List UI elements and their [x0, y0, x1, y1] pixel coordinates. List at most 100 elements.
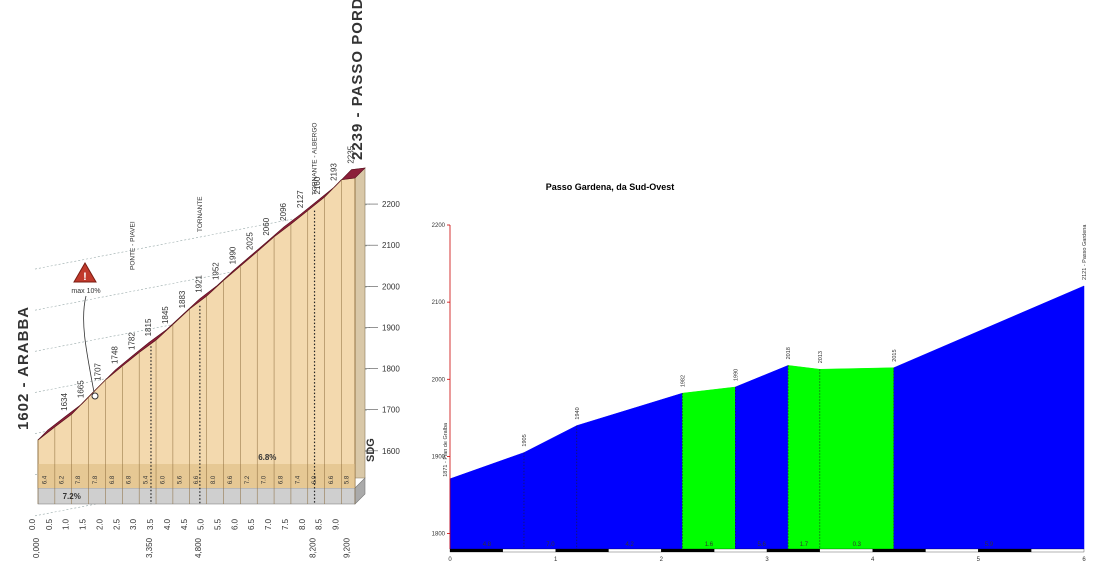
altitude-label: 1748	[110, 346, 119, 364]
km-tick-label: 5.0	[197, 518, 206, 530]
point-altitude-label: 2015	[892, 349, 898, 361]
km-tick-label: 6.5	[247, 518, 256, 530]
segment-gradient-label: 5.4	[144, 475, 150, 484]
max-gradient-marker: ! max 10%	[71, 262, 101, 400]
altitude-label: 1952	[212, 262, 221, 280]
km-tick-label: 1.5	[79, 518, 88, 530]
profile-segment	[819, 367, 895, 550]
altitude-label: 2060	[262, 217, 271, 235]
point-altitude-label: 2013	[818, 351, 824, 363]
x-tick-label: 4	[871, 557, 875, 563]
altitude-label: 1883	[178, 290, 187, 308]
segment-gradient-label: 5.8	[344, 475, 350, 484]
segment-gradient-label: 7.4	[295, 475, 301, 484]
km-tick-label: 3.5	[146, 518, 155, 530]
x-tick-label: 6	[1082, 557, 1086, 563]
km-tick-label: 1.0	[62, 518, 71, 530]
segment-gradient-label: 4.2	[625, 542, 634, 548]
segment-gradient-label: 5.6	[177, 475, 183, 484]
segment-gradient-label: 6.6	[194, 475, 200, 484]
altitude-label: 2193	[330, 163, 339, 181]
segment-gradient-label: 5.6	[758, 542, 767, 548]
segment-gradient-label: 6.6	[329, 475, 335, 484]
x-tick-label: 5	[977, 557, 981, 563]
segment-gradient-label: 6.6	[228, 475, 234, 484]
segment-gradient-label: 4.8	[483, 542, 492, 548]
km-tick-label: 4.0	[163, 518, 172, 530]
gardena-profile-area: 4.8 7.0 4.2 1.6 5.6 1.7 0.3 5.9	[449, 285, 1085, 550]
altitude-label: 2025	[245, 232, 254, 250]
pordoi-side-label: SDG	[365, 438, 377, 462]
y-tick-label: 2100	[432, 300, 446, 306]
landmark-km-label: 3,350	[145, 537, 154, 558]
altitude-label: 1634	[60, 392, 69, 410]
km-tick-label: 2.0	[95, 518, 104, 530]
segment-gradient-label: 7.0	[546, 542, 555, 548]
landmark-km-label: 0,000	[32, 537, 41, 558]
segment-gradient-label: 6.0	[160, 475, 166, 484]
altitude-label: 1845	[161, 306, 170, 324]
altitude-label: 2127	[296, 190, 305, 208]
avg-gradient-label: 6.8%	[258, 453, 276, 462]
gardena-point-labels: 1871 - Pian de Gralba 1905 1940 1982 1990 201…	[443, 224, 1088, 477]
y-tick-label: 2000	[432, 377, 446, 383]
y-tick-label: 1900	[432, 454, 446, 460]
point-altitude-label: 2018	[786, 347, 792, 359]
point-altitude-label: 1871 - Pian de Gralba	[443, 422, 449, 477]
profile-segment	[682, 386, 736, 550]
km-tick-label: 7.5	[281, 518, 290, 530]
point-altitude-label: 2121 - Passo Gardena	[1082, 224, 1088, 280]
segment-gradient-label: 1.6	[705, 542, 714, 548]
altitude-tick-label: 1600	[382, 447, 400, 456]
segment-gradient-label: 6.8	[278, 475, 284, 484]
altitude-label: 1815	[144, 318, 153, 336]
segment-gradient-label: 0.3	[853, 542, 862, 548]
svg-text:!: !	[83, 271, 87, 283]
altitude-label: 2235	[347, 145, 356, 163]
km-tick-label: 9.0	[332, 518, 341, 530]
pordoi-km-axis: 0.0 0.5 1.0 1.5 2.0 2.5 3.0 3.5 4.0 4.5 5.0 5.5 6.0 6…	[28, 518, 351, 558]
segment-gradient-label: 7.8	[93, 475, 99, 484]
segment-gradient-label: 7.2	[245, 475, 251, 484]
road-ribbon	[37, 167, 366, 441]
y-tick-label: 1800	[432, 532, 446, 538]
altitude-label: 2096	[279, 202, 288, 220]
pordoi-profile-body: 6.4 6.2 7.8 7.8 6.8 6.8 5.4 6.0 5.6 6.6 8.0 6.6 7.2 7…	[37, 167, 366, 505]
altitude-tick-label: 2100	[382, 241, 400, 250]
avg-gradient-label: 7.2%	[63, 492, 81, 501]
pordoi-summit-label: 2239 - PASSO PORDOI	[349, 0, 366, 160]
point-altitude-label: 1990	[733, 369, 739, 381]
km-tick-label: 2.5	[112, 518, 121, 530]
point-altitude-label: 1940	[575, 407, 581, 419]
km-tick-label: 7.0	[264, 518, 273, 530]
altitude-label: 2160	[313, 176, 322, 194]
altitude-label: 1707	[94, 362, 103, 380]
km-tick-label: 8.5	[315, 518, 324, 530]
altitude-tick-label: 1900	[382, 323, 400, 332]
segment-gradient-label: 6.8	[127, 475, 133, 484]
profile-segment	[523, 425, 578, 550]
segment-gradient-label: 6.2	[59, 475, 65, 484]
altitude-tick-label: 2200	[382, 200, 400, 209]
point-altitude-label: 1905	[522, 434, 528, 446]
altitude-label: 1782	[127, 332, 136, 350]
segment-gradient-label: 1.7	[800, 542, 809, 548]
km-tick-label: 3.0	[129, 518, 138, 530]
landmark-km-label: 4,800	[194, 537, 203, 558]
x-tick-label: 0	[448, 557, 452, 563]
altitude-tick-label: 1800	[382, 365, 400, 374]
point-altitude-label: 1982	[680, 375, 686, 387]
profile-segment	[787, 365, 821, 550]
segment-gradient-label: 6.8	[110, 475, 116, 484]
gardena-axes: 2200 2100 2000 1900 1800 0 1 2 3 4 5 6	[432, 223, 1087, 563]
km-tick-label: 0.5	[45, 518, 54, 530]
max-gradient-label: max 10%	[71, 288, 100, 295]
km-tick-label: 5.5	[213, 518, 222, 530]
pordoi-start-label: 1602 - ARABBA	[15, 306, 32, 430]
x-tick-label: 3	[765, 557, 769, 563]
segment-gradient-label: 6.0	[312, 475, 318, 484]
km-tick-label: 8.0	[298, 518, 307, 530]
y-tick-label: 2200	[432, 223, 446, 229]
